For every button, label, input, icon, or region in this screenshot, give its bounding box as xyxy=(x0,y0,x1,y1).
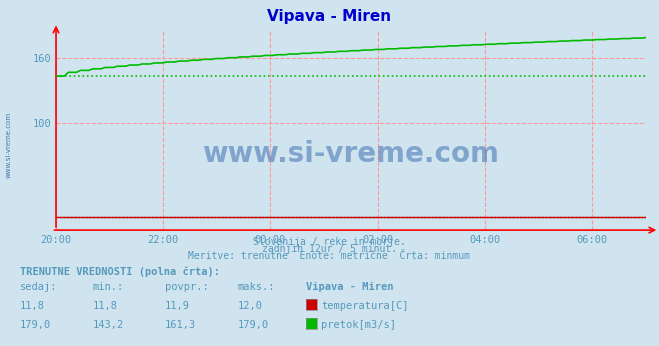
Text: maks.:: maks.: xyxy=(237,282,275,292)
Text: Vipava - Miren: Vipava - Miren xyxy=(268,9,391,24)
Text: min.:: min.: xyxy=(92,282,123,292)
Text: www.si-vreme.com: www.si-vreme.com xyxy=(202,140,500,169)
Text: 161,3: 161,3 xyxy=(165,320,196,330)
Text: 11,8: 11,8 xyxy=(92,301,117,311)
Text: temperatura[C]: temperatura[C] xyxy=(321,301,409,311)
Text: pretok[m3/s]: pretok[m3/s] xyxy=(321,320,396,330)
Text: 179,0: 179,0 xyxy=(20,320,51,330)
Text: 11,8: 11,8 xyxy=(20,301,45,311)
Text: Slovenija / reke in morje.: Slovenija / reke in morje. xyxy=(253,237,406,247)
Text: 179,0: 179,0 xyxy=(237,320,268,330)
Text: Vipava - Miren: Vipava - Miren xyxy=(306,282,394,292)
Text: 11,9: 11,9 xyxy=(165,301,190,311)
Text: www.si-vreme.com: www.si-vreme.com xyxy=(5,112,11,179)
Text: 12,0: 12,0 xyxy=(237,301,262,311)
Text: 143,2: 143,2 xyxy=(92,320,123,330)
Text: povpr.:: povpr.: xyxy=(165,282,208,292)
Text: sedaj:: sedaj: xyxy=(20,282,57,292)
Text: Meritve: trenutne  Enote: metrične  Črta: minmum: Meritve: trenutne Enote: metrične Črta: … xyxy=(188,251,471,261)
Text: TRENUTNE VREDNOSTI (polna črta):: TRENUTNE VREDNOSTI (polna črta): xyxy=(20,266,219,277)
Text: zadnjih 12ur / 5 minut.: zadnjih 12ur / 5 minut. xyxy=(262,244,397,254)
